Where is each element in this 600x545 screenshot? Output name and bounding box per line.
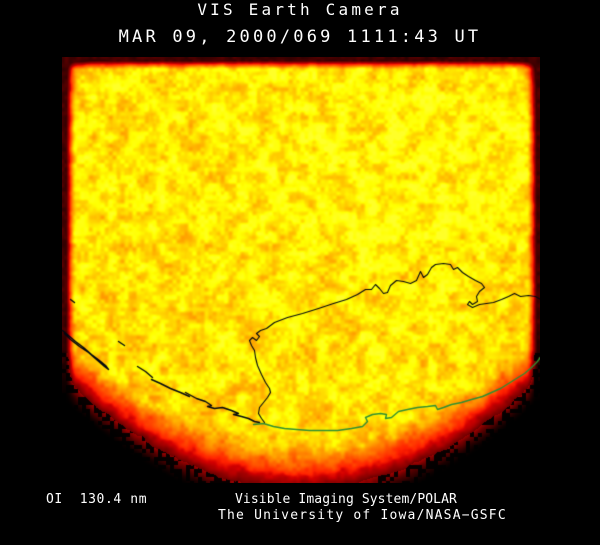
instrument-credit: Visible Imaging System/POLAR [235,492,457,507]
page-title: VIS Earth Camera [197,0,403,19]
image-timestamp: MAR 09, 2000/069 1111:43 UT [118,27,482,47]
wavelength-label: OI 130.4 nm [46,492,148,507]
earth-uv-dayglow-image [62,57,540,483]
institution-credit: The University of Iowa/NASA−GSFC [218,508,507,523]
